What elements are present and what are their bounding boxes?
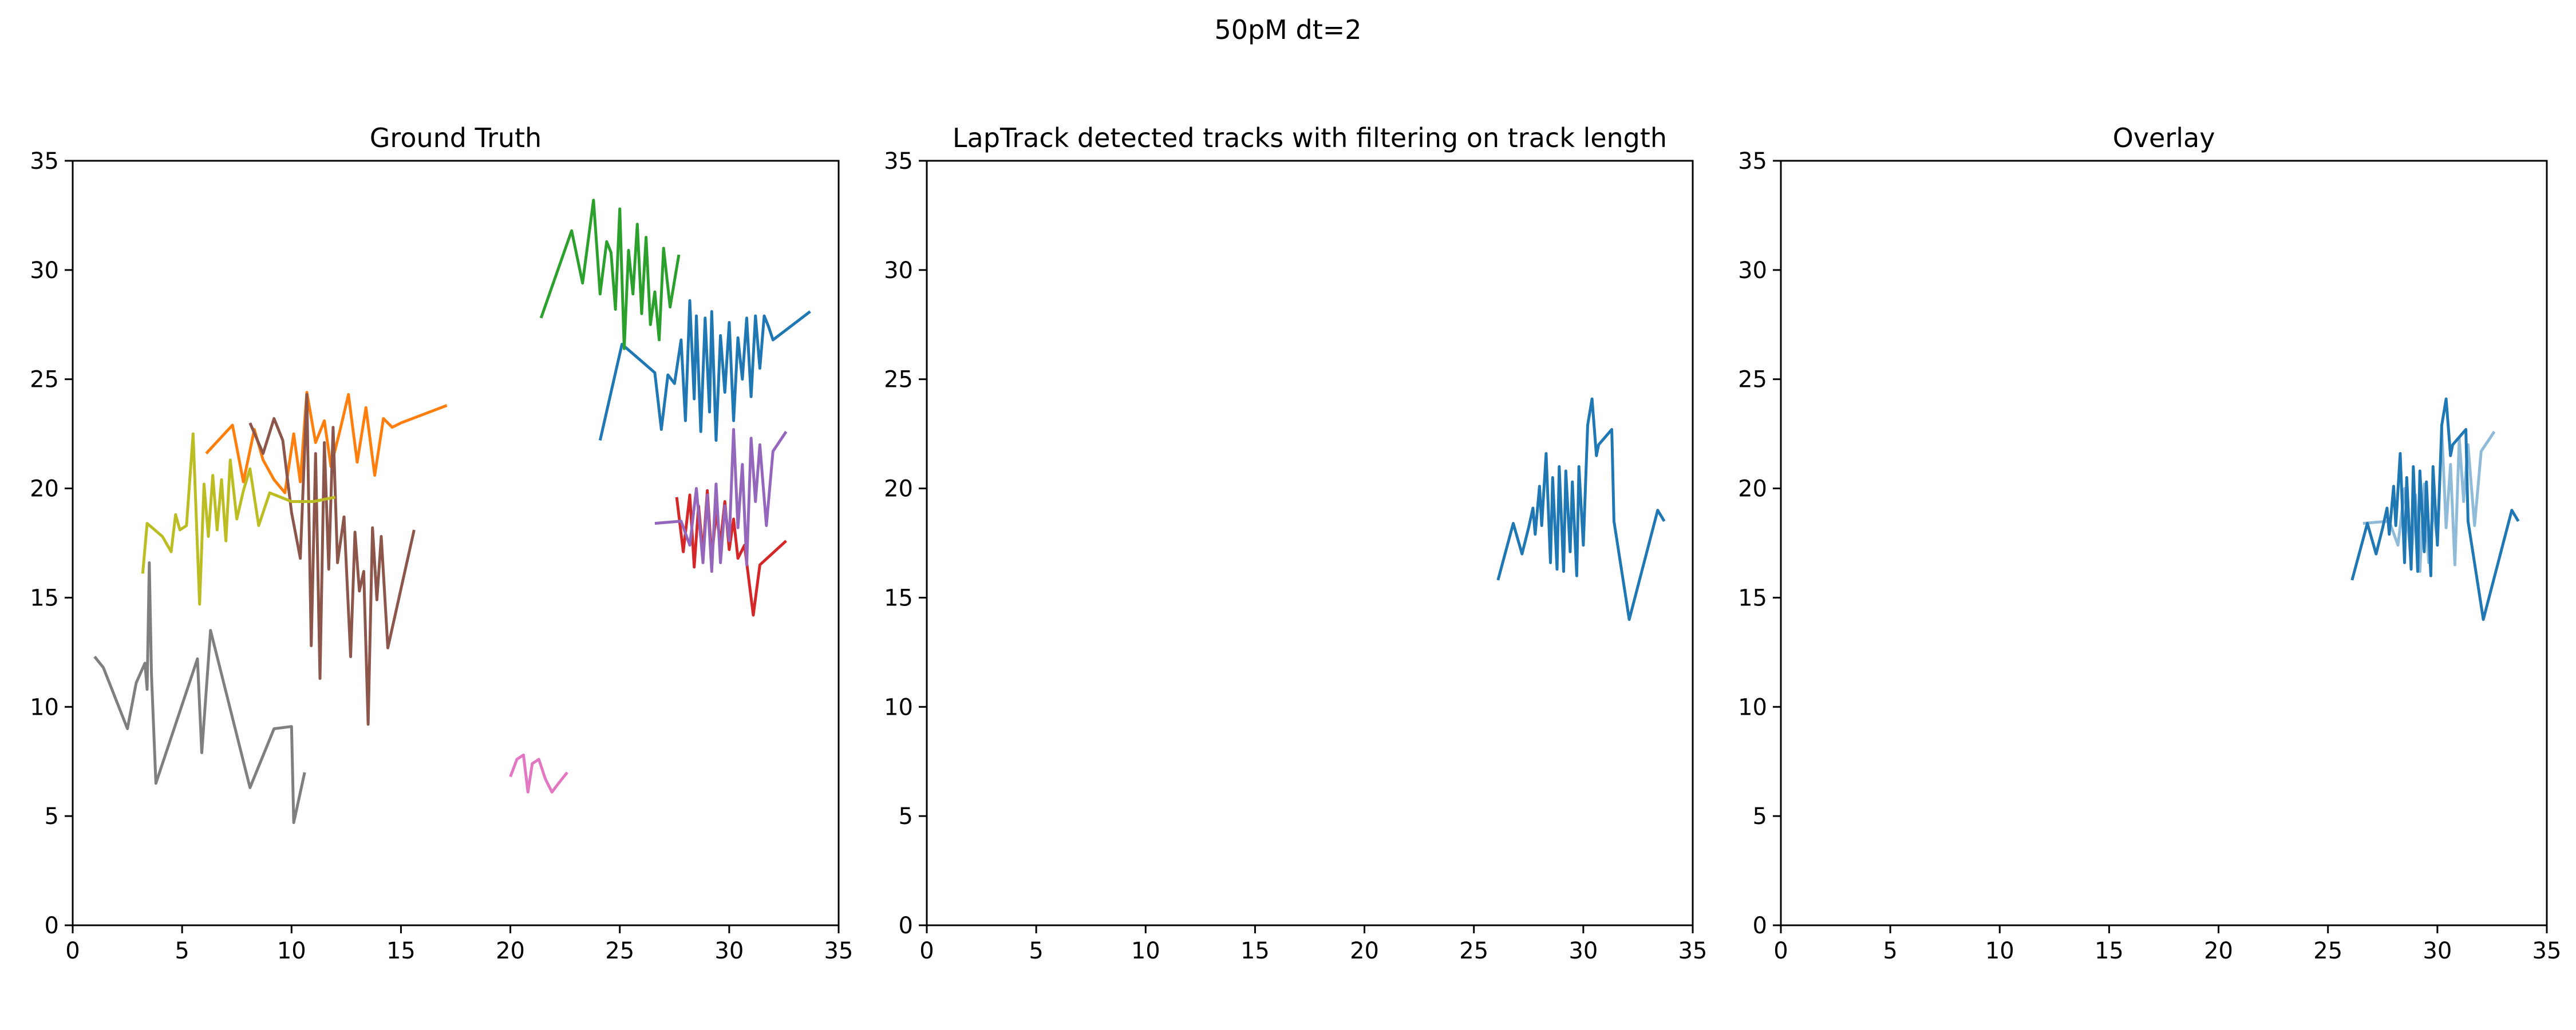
y-tick-label: 25 bbox=[30, 367, 59, 393]
y-tick-label: 10 bbox=[30, 694, 59, 720]
y-tick-label: 15 bbox=[884, 585, 913, 611]
x-tick-label: 5 bbox=[1883, 938, 1897, 964]
x-tick-label: 10 bbox=[1985, 938, 2014, 964]
x-tick-label: 35 bbox=[1678, 938, 1708, 964]
y-tick-label: 35 bbox=[30, 148, 59, 175]
subplot-1: Ground Truth 0 5 10 15 20 25 30 35 0 5 10 15 20 25 30 35 bbox=[30, 122, 853, 964]
x-tick-label: 25 bbox=[1459, 938, 1488, 964]
track-line-1 bbox=[598, 299, 811, 442]
subplots: Ground Truth 0 5 10 15 20 25 30 35 0 5 10 15 20 25 30 35… bbox=[30, 122, 2561, 964]
y-tick-label: 20 bbox=[884, 476, 913, 502]
x-tick-label: 15 bbox=[1240, 938, 1270, 964]
x-tick-label: 15 bbox=[386, 938, 416, 964]
x-tick-label: 0 bbox=[919, 938, 934, 964]
y-tick-label: 10 bbox=[884, 694, 913, 720]
y-tick-label: 20 bbox=[1738, 476, 1767, 502]
y-tick-label: 25 bbox=[1738, 367, 1767, 393]
x-tick-label: 25 bbox=[605, 938, 634, 964]
x-tick-label: 35 bbox=[2532, 938, 2562, 964]
x-tick-label: 20 bbox=[1350, 938, 1379, 964]
x-tick-label: 0 bbox=[1773, 938, 1788, 964]
x-tick-label: 20 bbox=[496, 938, 525, 964]
x-tick-label: 30 bbox=[1568, 938, 1598, 964]
y-tick-label: 15 bbox=[1738, 585, 1767, 611]
y-tick-label: 30 bbox=[1738, 258, 1767, 284]
y-tick-label: 0 bbox=[1753, 913, 1767, 939]
x-tick-label: 10 bbox=[1131, 938, 1160, 964]
track-line-8 bbox=[93, 561, 306, 825]
axes-frame bbox=[926, 160, 1694, 926]
track-line-5 bbox=[654, 428, 788, 573]
x-tick-label: 25 bbox=[2313, 938, 2342, 964]
track-line-7 bbox=[509, 753, 568, 794]
subplot-2: LapTrack detected tracks with filtering … bbox=[884, 122, 1707, 964]
y-tick-label: 5 bbox=[899, 803, 913, 830]
y-tick-label: 5 bbox=[45, 803, 59, 830]
track-line-2 bbox=[2350, 397, 2520, 621]
subplot-3: Overlay 0 5 10 15 20 25 30 35 0 5 10 15 20 25 30 35 bbox=[1738, 122, 2561, 964]
x-tick-label: 15 bbox=[2095, 938, 2124, 964]
x-tick-label: 5 bbox=[1029, 938, 1043, 964]
axes-frame bbox=[72, 160, 840, 926]
subplot-title: LapTrack detected tracks with filtering … bbox=[953, 122, 1667, 153]
y-tick-label: 0 bbox=[45, 913, 59, 939]
y-tick-label: 35 bbox=[1738, 148, 1767, 175]
x-tick-label: 30 bbox=[2423, 938, 2452, 964]
track-line-6 bbox=[248, 393, 416, 726]
subplot-title: Overlay bbox=[2113, 122, 2215, 153]
x-tick-label: 0 bbox=[65, 938, 80, 964]
figure-suptitle: 50pM dt=2 bbox=[1214, 14, 1361, 45]
x-tick-label: 10 bbox=[277, 938, 306, 964]
y-tick-label: 10 bbox=[1738, 694, 1767, 720]
y-tick-label: 20 bbox=[30, 476, 59, 502]
y-tick-label: 25 bbox=[884, 367, 913, 393]
y-tick-label: 5 bbox=[1753, 803, 1767, 830]
x-tick-label: 20 bbox=[2204, 938, 2233, 964]
x-tick-label: 35 bbox=[824, 938, 854, 964]
y-tick-label: 30 bbox=[30, 258, 59, 284]
y-tick-label: 35 bbox=[884, 148, 913, 175]
subplot-title: Ground Truth bbox=[370, 122, 542, 153]
y-tick-label: 30 bbox=[884, 258, 913, 284]
x-tick-label: 30 bbox=[714, 938, 744, 964]
x-tick-label: 5 bbox=[175, 938, 189, 964]
track-line-3 bbox=[539, 199, 681, 350]
track-line-1 bbox=[1496, 397, 1666, 621]
y-tick-label: 0 bbox=[899, 913, 913, 939]
axes-frame bbox=[1780, 160, 2548, 926]
track-line-9 bbox=[141, 432, 336, 606]
y-tick-label: 15 bbox=[30, 585, 59, 611]
